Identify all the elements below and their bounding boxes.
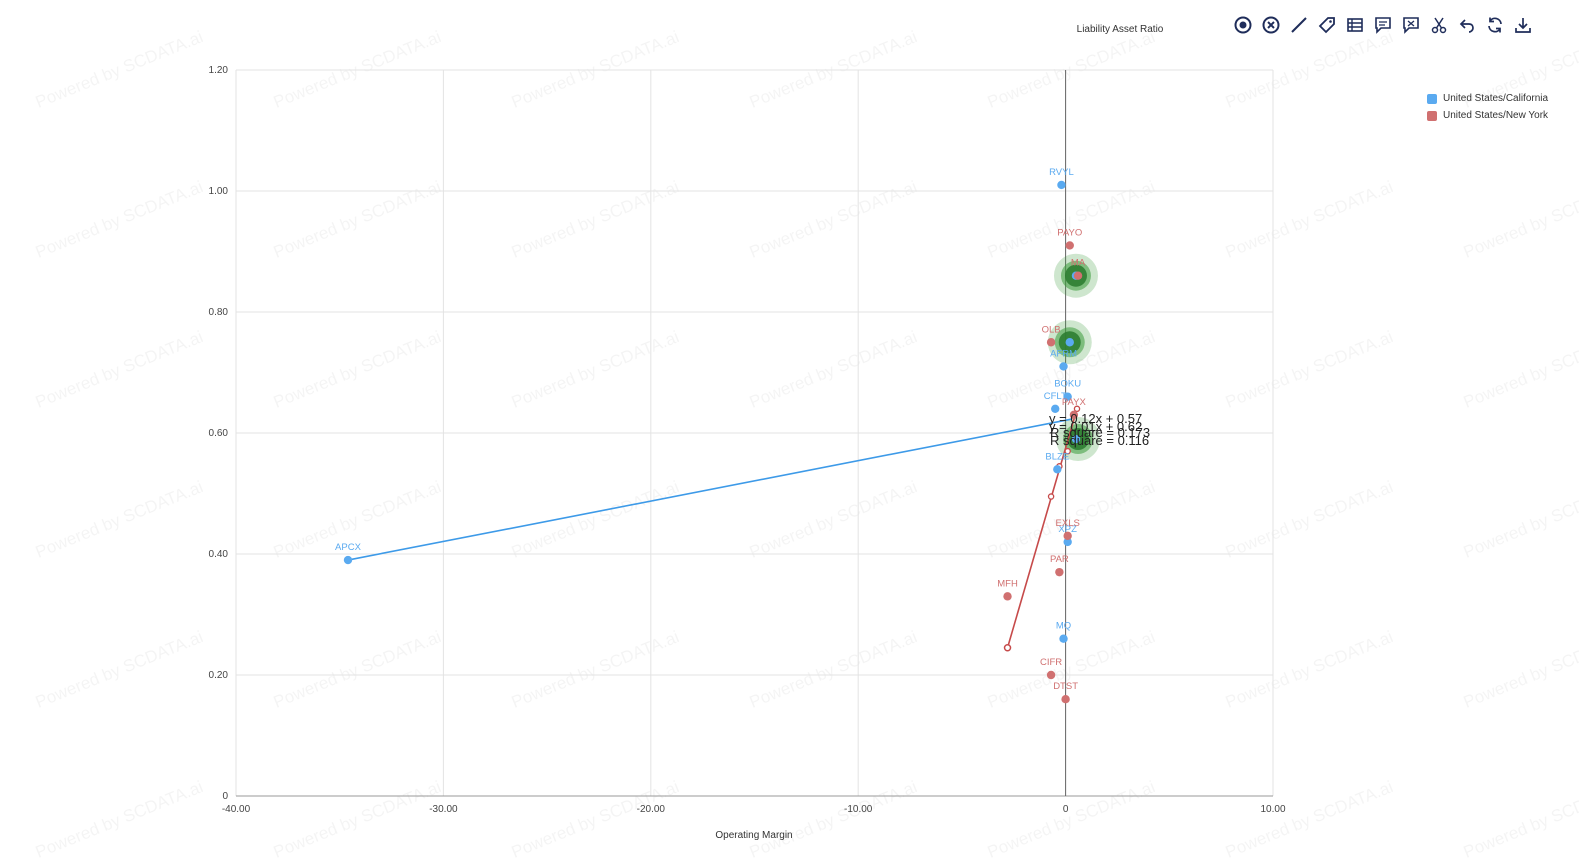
legend-swatch-california [1427,93,1437,104]
data-point [1055,567,1064,577]
y-tick-label: 0.20 [209,670,229,681]
line-icon[interactable] [1288,14,1310,36]
target-icon[interactable] [1232,14,1254,36]
regression-equation: y = 0.01x + 0.62 [1049,419,1142,434]
data-point-label: PAYX [1062,397,1087,408]
data-point [1065,241,1074,250]
data-point-label: DTST [1053,681,1078,692]
x-axis-label: Operating Margin [715,830,792,841]
data-point [1046,670,1056,680]
data-point [343,555,353,565]
regression-equation: y = 0.12x + 0.57 [1049,411,1142,426]
comment-icon[interactable] [1372,14,1394,36]
flag-icon[interactable] [1400,14,1422,36]
data-point [1051,404,1060,413]
data-point-label: MFH [997,578,1018,589]
trendline-endpoint [1003,644,1012,652]
x-tick-label: 10.00 [1260,804,1285,815]
data-point [1069,410,1079,420]
data-point [1071,434,1081,444]
data-point-label: CIFR [1040,657,1062,668]
x-tick-label: -40.00 [222,804,251,815]
table-icon[interactable] [1344,14,1366,36]
data-point-label: BLZE [1045,451,1069,462]
legend-item-california[interactable]: United States/California [1427,90,1548,107]
data-point-label: PAYO [1057,227,1082,238]
chart-toolbar [1232,12,1534,38]
data-point-label: MQ [1056,621,1071,632]
regression-r-squared: R square = 0.116 [1050,433,1149,448]
trendline-marker [1073,405,1081,413]
data-point-label: AFRM [1050,348,1077,359]
y-tick-label: 0.80 [209,307,229,318]
data-point [1063,537,1072,547]
trendline [1006,408,1078,648]
trendline-marker [1047,493,1055,500]
data-point-label: APCX [335,542,362,553]
data-point [1059,634,1068,643]
legend-item-new-york[interactable]: United States/New York [1427,107,1548,124]
refresh-icon[interactable] [1484,14,1506,36]
data-point-label: PAR [1050,554,1069,565]
data-point-label: OLB [1042,324,1061,335]
y-tick-label: 0.40 [209,549,229,560]
data-point-label: RVYL [1049,167,1074,178]
y-tick-label: 0 [222,791,228,802]
data-point [1059,362,1068,371]
trendline [347,418,1072,561]
y-tick-label: 1.00 [209,186,229,197]
y-tick-label: 0.60 [209,428,229,439]
y-tick-label: 1.20 [209,65,229,76]
data-point-label: BOKU [1054,379,1081,390]
legend-label-new-york: United States/New York [1443,110,1549,121]
x-tick-label: -20.00 [637,804,666,815]
data-point-label: MA [1071,258,1086,269]
data-point [1046,338,1056,347]
data-point [1057,180,1066,190]
y-axis-label: Liability Asset Ratio [1077,24,1164,35]
legend-swatch-new-york [1427,110,1437,121]
undo-icon[interactable] [1456,14,1478,36]
data-point [1053,465,1062,474]
data-point [1063,392,1072,401]
x-tick-label: 0 [1063,804,1069,815]
data-point [1061,695,1070,704]
x-tick-label: -30.00 [429,804,458,815]
tag-icon[interactable] [1316,14,1338,36]
data-point-label: EXLS [1056,518,1080,529]
download-icon[interactable] [1512,14,1534,36]
data-point-label: XPZ [1058,524,1077,535]
data-point [1003,592,1012,601]
data-point [1073,271,1083,280]
data-point [1063,531,1072,541]
x-tick-label: -10.00 [844,804,873,815]
clear-icon[interactable] [1260,14,1282,36]
legend-label-california: United States/California [1443,93,1549,104]
regression-r-squared: R square = 0.173 [1050,425,1150,440]
trendline-marker [1064,447,1071,455]
chart-legend: United States/California United States/N… [1427,90,1548,124]
data-point-label: CFLT [1044,391,1067,402]
data-point [1065,338,1074,347]
scissors-icon[interactable] [1428,14,1450,36]
